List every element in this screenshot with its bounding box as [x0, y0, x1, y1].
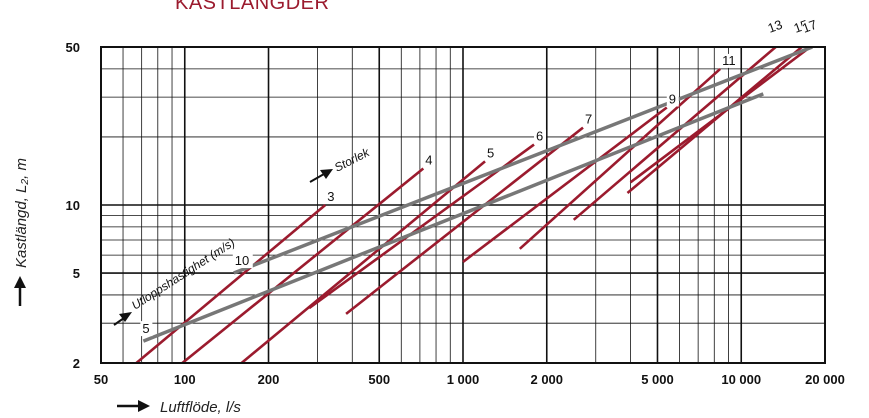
x-tick-labels: 50 100 200 500 1 000 2 000 5 000 10 000 20 000 — [94, 372, 845, 387]
x-tick-label: 500 — [368, 372, 390, 387]
plot-frame — [100, 46, 826, 364]
y-tick-label: 5 — [73, 266, 80, 281]
size-label-bg — [720, 53, 741, 68]
size-label-bg — [325, 190, 338, 204]
size-line-11 — [518, 67, 722, 250]
size-line-17 — [629, 47, 812, 184]
size-label-bg — [767, 22, 788, 36]
x-tick-label: 20 000 — [805, 372, 845, 387]
y-tick-label: 2 — [73, 356, 80, 371]
velocity-label-bg — [232, 253, 253, 269]
velocity-label-5: 5 — [142, 321, 149, 336]
size-label-bg — [802, 22, 823, 36]
y-axis-label: Kastlängd, L₂, m — [13, 158, 30, 268]
velocity-pointer-arrow-icon — [113, 312, 132, 326]
size-label-bg — [423, 153, 436, 168]
velocity-line-5 — [142, 92, 764, 343]
x-tick-label: 200 — [258, 372, 280, 387]
size-label-3: 3 — [327, 189, 334, 204]
series-group — [135, 47, 813, 363]
size-label-bg — [485, 146, 498, 161]
x-tick-label: 50 — [94, 372, 108, 387]
x-tick-label: 5 000 — [641, 372, 674, 387]
x-tick-label: 10 000 — [721, 372, 761, 387]
size-label-5: 5 — [487, 145, 494, 160]
size-label-13: 13 — [766, 17, 785, 36]
size-line-9 — [462, 106, 668, 263]
size-line-7 — [345, 126, 584, 315]
size-label-11: 11 — [722, 53, 736, 68]
velocity-label-10: 10 — [235, 253, 249, 268]
size-line-4 — [181, 167, 425, 363]
size-label-bg — [666, 92, 679, 107]
size-pointer-arrow-icon — [309, 169, 333, 183]
x-tick-label: 2 000 — [530, 372, 563, 387]
size-label-7: 7 — [585, 112, 592, 127]
size-line-3 — [135, 204, 327, 363]
velocity-line-10 — [233, 47, 813, 275]
y-tick-label: 50 — [66, 40, 80, 55]
y-axis-arrow-icon — [14, 276, 26, 306]
x-tick-label: 1 000 — [447, 372, 480, 387]
size-label-4: 4 — [425, 153, 432, 168]
velocity-label-bg — [140, 321, 153, 337]
x-axis-arrow-icon — [117, 400, 150, 412]
chart-title: KASTLÄNGDER — [175, 0, 329, 14]
y-tick-labels: 2 5 10 50 — [66, 40, 80, 371]
y-tick-label: 10 — [66, 198, 80, 213]
size-line-5 — [240, 160, 486, 363]
size-label-17: 17 — [800, 17, 819, 36]
x-axis-label: Luftflöde, l/s — [160, 399, 241, 416]
size-label-9: 9 — [669, 91, 676, 106]
size-label-6: 6 — [536, 129, 543, 144]
velocity-axis-annotation: Utloppshastighet (m/s) — [129, 235, 237, 312]
x-tick-label: 100 — [174, 372, 196, 387]
size-label-bg — [583, 112, 596, 127]
size-label-bg — [534, 129, 547, 144]
